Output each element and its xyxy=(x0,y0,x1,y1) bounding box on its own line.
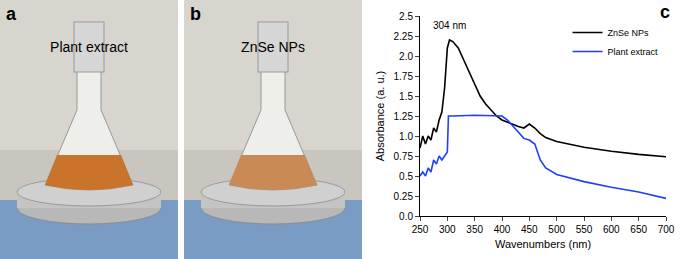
svg-text:0.75: 0.75 xyxy=(394,151,414,162)
svg-text:700: 700 xyxy=(658,224,675,235)
svg-text:450: 450 xyxy=(521,224,538,235)
svg-text:0.5: 0.5 xyxy=(399,171,413,182)
svg-text:300: 300 xyxy=(439,224,456,235)
svg-text:650: 650 xyxy=(630,224,647,235)
svg-text:2.0: 2.0 xyxy=(399,51,413,62)
svg-text:500: 500 xyxy=(548,224,565,235)
svg-text:0.0: 0.0 xyxy=(399,211,413,222)
svg-text:1.25: 1.25 xyxy=(394,111,414,122)
svg-text:600: 600 xyxy=(603,224,620,235)
svg-text:1.0: 1.0 xyxy=(399,131,413,142)
svg-text:0.25: 0.25 xyxy=(394,191,414,202)
svg-text:304 nm: 304 nm xyxy=(433,20,466,31)
svg-text:550: 550 xyxy=(576,224,593,235)
svg-text:2.5: 2.5 xyxy=(399,11,413,22)
svg-text:Plant extract: Plant extract xyxy=(50,39,128,55)
svg-text:1.5: 1.5 xyxy=(399,91,413,102)
svg-text:350: 350 xyxy=(466,224,483,235)
svg-text:Absorbance (a. u.): Absorbance (a. u.) xyxy=(374,71,386,162)
svg-text:Wavenumbers (nm): Wavenumbers (nm) xyxy=(495,238,591,250)
svg-text:Plant extract: Plant extract xyxy=(608,47,659,57)
svg-text:ZnSe NPs: ZnSe NPs xyxy=(608,28,650,38)
svg-text:a: a xyxy=(6,4,17,24)
svg-text:b: b xyxy=(190,4,201,24)
svg-text:ZnSe NPs: ZnSe NPs xyxy=(241,39,305,55)
html-text:c: c xyxy=(660,2,670,22)
svg-text:1.75: 1.75 xyxy=(394,71,414,82)
svg-text:250: 250 xyxy=(412,224,429,235)
svg-text:400: 400 xyxy=(494,224,511,235)
svg-text:2.25: 2.25 xyxy=(394,31,414,42)
